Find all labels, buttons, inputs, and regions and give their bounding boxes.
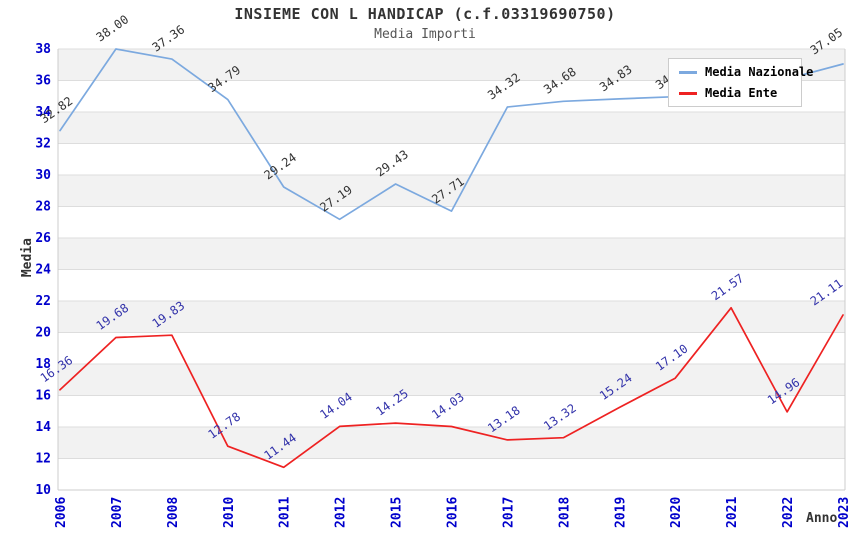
x-tick-label: 2016: [446, 497, 461, 528]
y-tick-label: 20: [35, 326, 51, 341]
plot-band: [58, 301, 845, 333]
plot-band: [58, 269, 845, 301]
plot-band: [58, 395, 845, 427]
y-tick-label: 34: [35, 105, 51, 120]
y-tick-label: 26: [35, 231, 51, 246]
y-tick-label: 16: [35, 389, 51, 404]
chart-title: INSIEME CON L HANDICAP (c.f.03319690750): [234, 5, 616, 23]
y-tick-label: 30: [35, 168, 51, 183]
plot-band: [58, 427, 845, 459]
y-tick-label: 24: [35, 263, 51, 278]
x-tick-label: 2022: [781, 497, 796, 528]
legend-line-swatch-ente: [679, 91, 697, 95]
x-tick-label: 2021: [725, 497, 740, 528]
x-tick-label: 2012: [334, 497, 349, 528]
x-tick-label: 2015: [390, 497, 405, 528]
x-tick-label: 2006: [54, 497, 69, 528]
y-tick-label: 22: [35, 294, 51, 309]
plot-band: [58, 332, 845, 364]
x-tick-label: 2023: [837, 497, 850, 528]
legend-label-media-ente: Media Ente: [705, 86, 778, 100]
plot-band: [58, 238, 845, 270]
plot-band: [58, 364, 845, 396]
legend-label-media-nazionale: Media Nazionale: [705, 65, 814, 79]
plot-band: [58, 458, 845, 490]
y-tick-label: 32: [35, 137, 51, 152]
y-tick-label: 10: [35, 483, 51, 498]
series-line-media-ente: [59, 306, 844, 469]
x-tick-label: 2020: [669, 497, 684, 528]
legend-line-swatch-nazionale: [679, 70, 697, 74]
legend-item-media-nazionale: Media Nazionale: [679, 65, 813, 79]
y-tick-label: 14: [35, 420, 51, 435]
legend-item-media-ente: Media Ente: [679, 86, 793, 100]
y-axis-title: Media: [20, 238, 35, 278]
x-tick-label: 2010: [222, 497, 237, 528]
x-tick-label: 2011: [278, 497, 293, 528]
plot-band: [58, 112, 845, 144]
x-tick-label: 2019: [613, 497, 628, 528]
y-tick-label: 38: [35, 42, 51, 57]
x-tick-label: 2007: [110, 497, 125, 528]
y-tick-label: 36: [35, 74, 51, 89]
chart-subtitle: Media Importi: [374, 27, 476, 42]
plot-band: [58, 143, 845, 175]
x-tick-label: 2018: [557, 497, 572, 528]
y-tick-label: 28: [35, 200, 51, 215]
x-tick-label: 2008: [166, 497, 181, 528]
data-label: 38.00: [94, 12, 132, 44]
y-tick-label: 18: [35, 357, 51, 372]
x-tick-label: 2017: [501, 497, 516, 528]
legend: Media Nazionale Media Ente: [668, 58, 813, 107]
plot-band: [58, 175, 845, 207]
y-tick-label: 12: [35, 452, 51, 467]
x-axis-title: Anno: [806, 511, 838, 526]
